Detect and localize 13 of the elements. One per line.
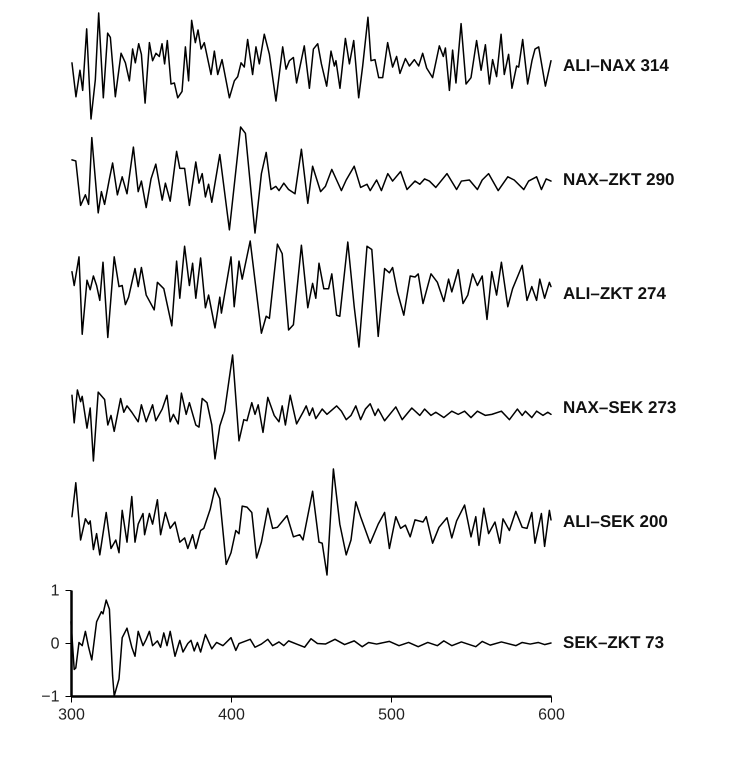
series-label: ALI–SEK 200 <box>563 512 668 531</box>
x-tick-label: 300 <box>58 706 85 724</box>
series-label: NAX–ZKT 290 <box>563 170 674 189</box>
x-tick-label: 500 <box>378 706 405 724</box>
series-label: ALI–ZKT 274 <box>563 284 667 303</box>
y-tick-label: 1 <box>50 582 60 600</box>
x-tick-label: 400 <box>218 706 245 724</box>
series-label: ALI–NAX 314 <box>563 56 670 75</box>
y-tick-label: 0 <box>50 636 60 652</box>
x-tick-label: 600 <box>538 706 565 724</box>
series-label: SEK–ZKT 73 <box>563 633 664 652</box>
y-tick-label: −1 <box>41 688 60 706</box>
series-label: NAX–SEK 273 <box>563 398 676 417</box>
